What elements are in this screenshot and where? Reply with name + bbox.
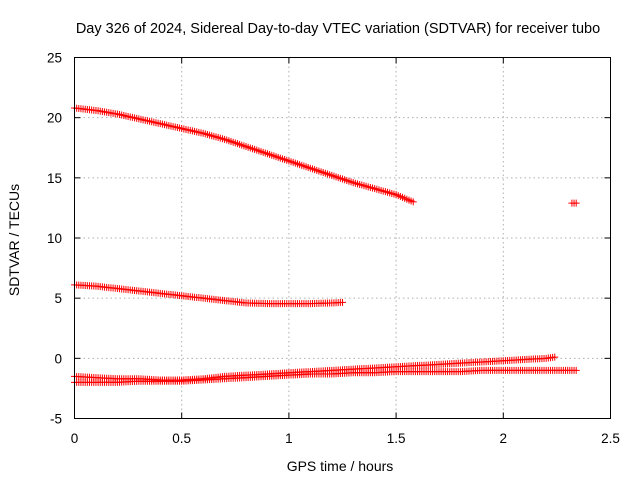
x-tick-label: 2.5 bbox=[601, 431, 620, 446]
data-point bbox=[572, 199, 580, 207]
grid-lines bbox=[74, 57, 611, 419]
data-point bbox=[339, 298, 346, 306]
y-tick-label: 10 bbox=[47, 231, 62, 246]
x-tick-label: 1 bbox=[285, 431, 293, 446]
y-tick-label: 15 bbox=[47, 171, 62, 186]
series-track-3 bbox=[71, 281, 346, 308]
data-point bbox=[409, 198, 417, 206]
x-tick-label: 1.5 bbox=[387, 431, 406, 446]
x-axis-label: GPS time / hours bbox=[287, 458, 394, 474]
x-tick-label: 2 bbox=[500, 431, 508, 446]
y-tick-label: -5 bbox=[50, 412, 62, 427]
x-tick-label: 0 bbox=[71, 431, 79, 446]
data-point bbox=[551, 353, 559, 361]
y-axis-label: SDTVAR / TECUs bbox=[6, 184, 22, 296]
y-tick-label: 25 bbox=[47, 51, 62, 66]
series-track-1 bbox=[71, 104, 417, 206]
series-track-2 bbox=[568, 199, 580, 207]
x-tick-label: 0.5 bbox=[172, 431, 191, 446]
series-track-5 bbox=[71, 366, 580, 386]
chart-title: Day 326 of 2024, Sidereal Day-to-day VTE… bbox=[76, 21, 600, 37]
y-tick-labels: -5 0 5 10 15 20 25 bbox=[47, 51, 62, 427]
y-tick-label: 0 bbox=[54, 351, 62, 366]
plot-frame bbox=[74, 57, 611, 419]
y-tick-label: 5 bbox=[54, 291, 62, 306]
data-point bbox=[572, 366, 580, 374]
data-points bbox=[71, 104, 580, 386]
x-tick-labels: 0 0.5 1 1.5 2 2.5 bbox=[71, 431, 620, 446]
y-tick-label: 20 bbox=[47, 111, 62, 126]
